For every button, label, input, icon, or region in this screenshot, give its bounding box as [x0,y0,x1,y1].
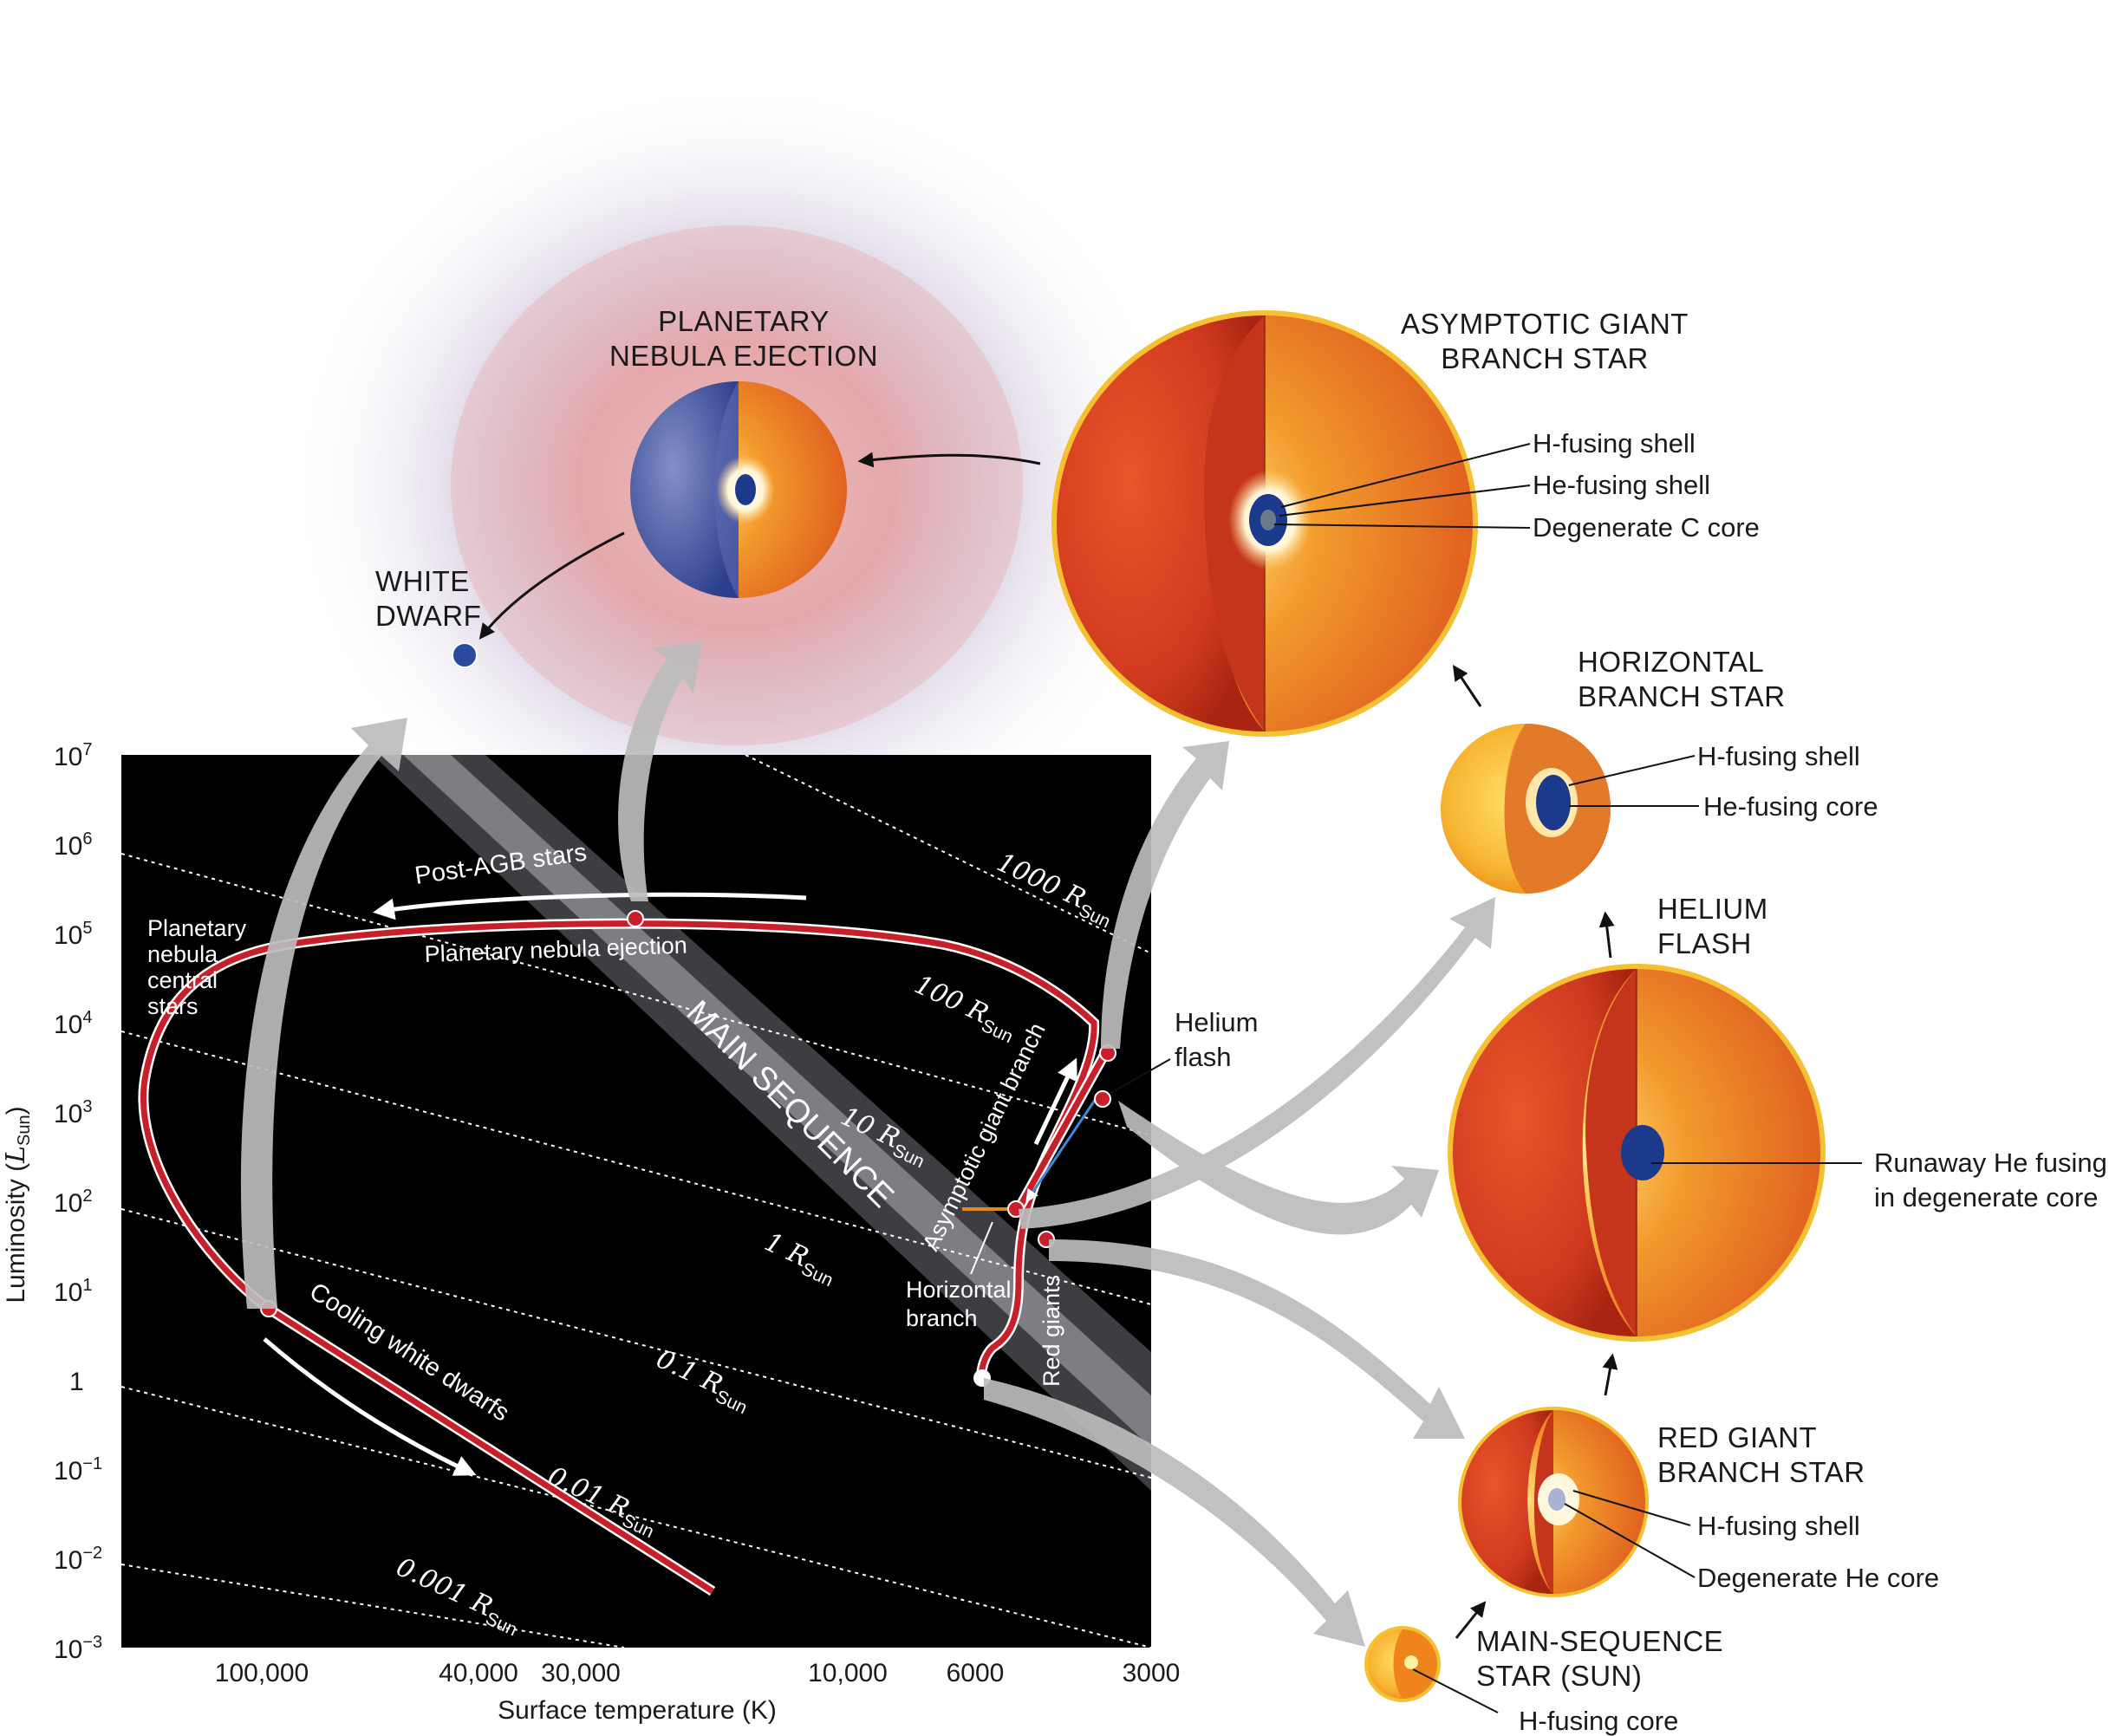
rg-heading-1: RED GIANT [1657,1421,1817,1453]
pn-central-label-3: central [147,967,218,993]
red-giants-label: Red giants [1038,1275,1064,1387]
rg-heading-2: BRANCH STAR [1657,1456,1865,1488]
pn-central-label-4: stars [147,993,199,1019]
svg-text:101: 101 [54,1276,93,1307]
pn-central-label-1: Planetary [147,915,247,941]
helium-flash-plot-label-1: Helium [1175,1007,1258,1037]
svg-text:104: 104 [54,1008,93,1039]
flash-heading-2: FLASH [1657,927,1752,959]
radius-label-1: 1 RSun [758,1227,843,1291]
rg-core-label: Degenerate He core [1697,1563,1939,1593]
radius-lines [121,755,1151,1648]
transition-arrows [240,641,1495,1647]
flash-heading-1: HELIUM [1657,893,1768,925]
hb-he-core-label: He-fusing core [1703,791,1878,822]
pn-heading-1: PLANETARY [658,305,830,337]
hb-h-shell-label: H-fusing shell [1697,741,1860,771]
svg-text:10,000: 10,000 [808,1659,888,1687]
svg-text:100,000: 100,000 [215,1659,309,1687]
main-sequence-band [373,755,1151,1491]
agb-core-label: Degenerate C core [1533,512,1760,543]
planetary-nebula-star [630,381,847,598]
y-axis-label: Luminosity (LSun) [1,1106,34,1303]
agb-star [1051,310,1478,737]
callout-labels: H-fusing shell He-fusing shell Degenerat… [1519,428,2107,1736]
flash-core-label-1: Runaway He fusing [1874,1148,2107,1178]
agb-heading-2: BRANCH STAR [1441,342,1649,374]
svg-text:103: 103 [54,1097,93,1128]
svg-text:106: 106 [54,829,93,861]
y-axis-ticks: 107 106 105 104 103 102 101 1 10−1 10−2 … [54,740,102,1664]
red-giant-star [1458,1407,1649,1597]
ms-heading-2: STAR (SUN) [1476,1660,1642,1692]
helium-flash-point [1094,1090,1111,1108]
stage-headings: PLANETARY NEBULA EJECTION WHITE DWARF AS… [375,305,1865,1692]
flash-core-label-2: in degenerate core [1874,1182,2099,1213]
wd-heading-2: DWARF [375,600,481,632]
ms-heading-1: MAIN-SEQUENCE [1476,1625,1723,1657]
pn-heading-2: NEBULA EJECTION [609,340,878,372]
svg-text:3000: 3000 [1123,1659,1181,1687]
callout-lines [1273,443,1862,1713]
svg-text:102: 102 [54,1187,93,1218]
helium-flash-star [1448,964,1826,1342]
svg-text:105: 105 [54,919,93,950]
horizontal-branch-label-1: Horizontal [906,1277,1012,1303]
x-axis-label: Surface temperature (K) [498,1696,777,1725]
stage-arrows [478,452,1618,1639]
horizontal-branch-label-2: branch [906,1305,978,1331]
svg-text:10−3: 10−3 [54,1633,102,1664]
rg-h-shell-label: H-fusing shell [1697,1511,1860,1541]
agb-heading-1: ASYMPTOTIC GIANT [1401,308,1689,340]
agb-h-shell-label: H-fusing shell [1533,428,1696,458]
svg-text:40,000: 40,000 [439,1659,518,1687]
horizontal-branch-star [1441,724,1611,894]
svg-text:30,000: 30,000 [541,1659,621,1687]
svg-text:1: 1 [69,1368,84,1396]
pn-ejection-point [627,910,644,927]
hb-heading-2: BRANCH STAR [1578,680,1786,712]
hb-heading-1: HORIZONTAL [1578,646,1764,678]
hr-plot: Post-AGB stars Planetary nebula ejection… [121,755,1258,1648]
pn-central-label-2: nebula [147,941,218,967]
svg-text:6000: 6000 [947,1659,1005,1687]
svg-text:107: 107 [54,740,93,771]
agb-he-shell-label: He-fusing shell [1533,470,1710,500]
wd-heading-1: WHITE [375,565,470,597]
svg-text:10−1: 10−1 [54,1454,102,1486]
x-axis-ticks: 100,000 40,000 30,000 10,000 6000 3000 [215,1659,1181,1687]
svg-text:10−2: 10−2 [54,1544,102,1575]
helium-flash-plot-label-2: flash [1175,1042,1231,1072]
ms-core-label: H-fusing core [1519,1706,1678,1736]
white-dwarf-dot [452,642,478,668]
sun-star [1364,1626,1441,1702]
